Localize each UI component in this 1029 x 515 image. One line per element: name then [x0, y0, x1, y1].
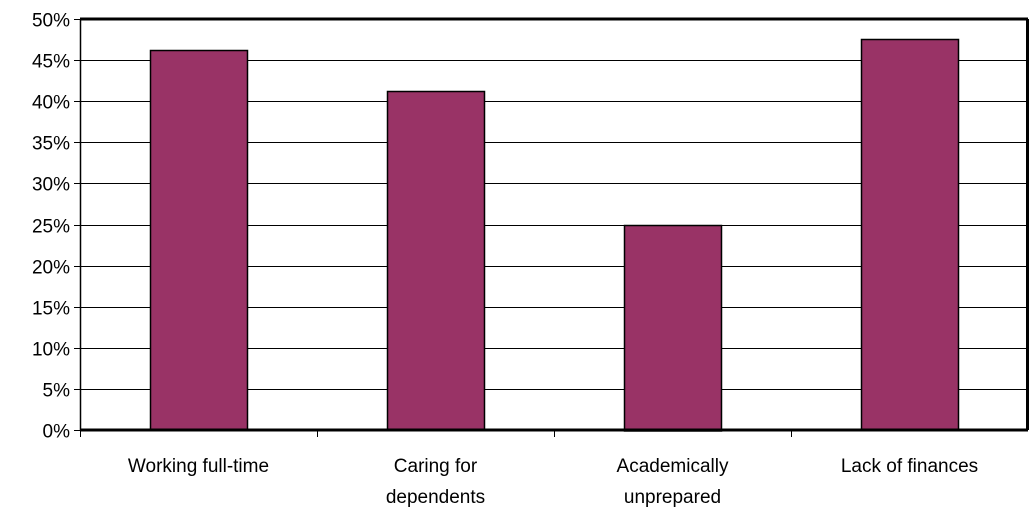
y-tick-label: 35% — [32, 134, 70, 155]
y-tick-label: 45% — [32, 52, 70, 73]
x-tick-label: Caring for dependents — [386, 456, 485, 508]
y-tick-label: 5% — [43, 381, 71, 402]
bar — [860, 38, 960, 431]
bar — [386, 90, 486, 431]
bars — [149, 38, 960, 432]
x-tick-label: Academically unprepared — [617, 456, 729, 508]
y-tick-label: 20% — [32, 258, 70, 279]
y-axis-tick-labels: 0% 5% 10% 15% 20% 25% 30% 35% 40% 45% 50% — [32, 11, 80, 443]
y-tick-label: 0% — [43, 422, 71, 443]
x-tick-label: Lack of finances — [841, 456, 978, 477]
y-tick-label: 10% — [32, 340, 70, 361]
y-tick-label: 50% — [32, 11, 70, 32]
bar — [623, 224, 723, 432]
bar — [149, 49, 249, 431]
y-tick-label: 15% — [32, 299, 70, 320]
x-axis-tick-labels: Working full-time Caring for dependents Aca… — [80, 430, 978, 508]
y-tick-label: 30% — [32, 175, 70, 196]
y-tick-label: 25% — [32, 217, 70, 238]
x-tick-label: Working full-time — [128, 456, 269, 477]
y-tick-label: 40% — [32, 93, 70, 114]
